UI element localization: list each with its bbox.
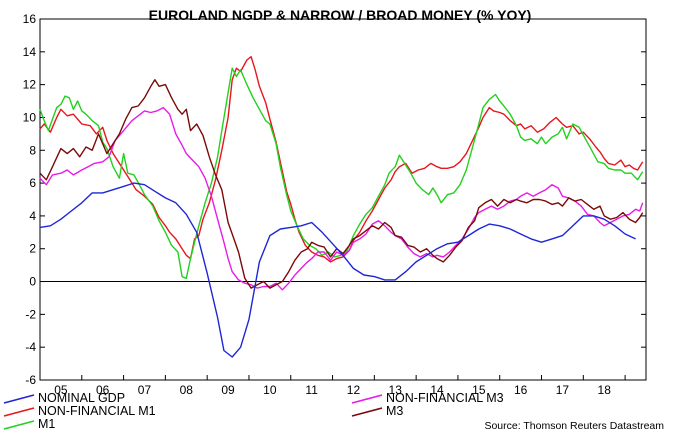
legend-label-non-financial-m1: NON-FINANCIAL M1 bbox=[38, 404, 156, 418]
x-axis: 05 06 07 08 09 10 11 12 13 14 15 16 17 18 bbox=[39, 375, 626, 397]
x-tick-label: 12 bbox=[347, 383, 361, 397]
y-tick-label: 16 bbox=[23, 12, 37, 26]
x-tick-label: 11 bbox=[305, 383, 318, 397]
y-tick-label: 10 bbox=[23, 110, 37, 124]
x-tick-label: 05 bbox=[54, 383, 68, 397]
legend-label-m3: M3 bbox=[386, 404, 403, 418]
x-tick-label: 06 bbox=[96, 383, 110, 397]
x-tick-label: 10 bbox=[263, 383, 277, 397]
x-tick-label: 13 bbox=[389, 383, 403, 397]
x-tick-label: 18 bbox=[598, 383, 612, 397]
legend-swatch-non-financial-m1 bbox=[3, 407, 35, 417]
y-tick-label: 14 bbox=[23, 45, 37, 59]
y-tick-label: -2 bbox=[25, 307, 36, 321]
plot-frame bbox=[39, 18, 647, 381]
y-tick-label: 0 bbox=[29, 275, 36, 289]
y-axis: 16 14 12 10 8 6 4 2 0 -2 -4 -6 bbox=[23, 12, 646, 387]
plot-border bbox=[39, 18, 647, 381]
x-tick-label: 07 bbox=[138, 383, 152, 397]
series-line-non-financial-m3 bbox=[39, 106, 644, 291]
x-tick-label: 15 bbox=[472, 383, 486, 397]
legend-label-non-financial-m3: NON-FINANCIAL M3 bbox=[386, 391, 504, 405]
x-tick-label: 08 bbox=[180, 383, 194, 397]
x-tick-label: 09 bbox=[221, 383, 235, 397]
series-line-non-financial-m1 bbox=[39, 56, 644, 263]
series-lines bbox=[39, 56, 644, 358]
series-line-m3 bbox=[39, 79, 644, 289]
source-note: Source: Thomson Reuters Datastream bbox=[484, 420, 664, 432]
y-tick-label: 6 bbox=[29, 176, 36, 190]
legend-label-nominal-gdp: NOMINAL GDP bbox=[38, 391, 125, 405]
x-tick-label: 14 bbox=[430, 383, 444, 397]
y-tick-label: -6 bbox=[25, 373, 36, 387]
y-tick-label: 12 bbox=[23, 78, 37, 92]
series-line-nominal-gdp bbox=[39, 182, 636, 358]
y-tick-label: 2 bbox=[29, 242, 36, 256]
legend-label-m1: M1 bbox=[38, 417, 55, 431]
x-tick-label: 17 bbox=[556, 383, 570, 397]
legend-swatch-m3 bbox=[351, 407, 383, 417]
y-tick-label: 4 bbox=[29, 209, 36, 223]
legend-swatch-m1 bbox=[3, 420, 35, 430]
series-line-m1 bbox=[39, 67, 644, 279]
legend-swatch-non-financial-m3 bbox=[351, 394, 383, 404]
x-tick-label: 16 bbox=[514, 383, 528, 397]
y-tick-label: 8 bbox=[29, 143, 36, 157]
legend-swatch-nominal-gdp bbox=[3, 394, 35, 404]
y-tick-label: -4 bbox=[25, 340, 36, 354]
chart-title: EUROLAND NGDP & NARROW / BROAD MONEY (% … bbox=[149, 7, 532, 23]
